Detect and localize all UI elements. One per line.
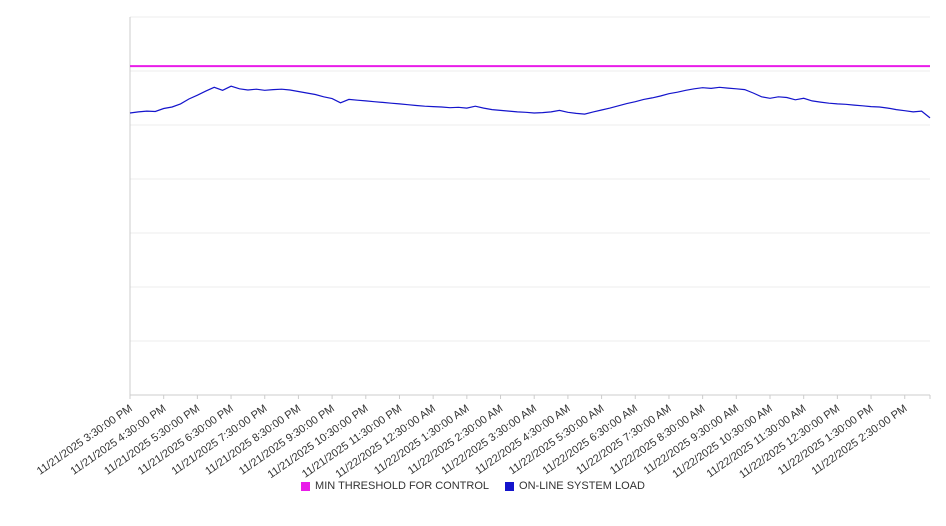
legend-label-system-load: ON-LINE SYSTEM LOAD — [519, 480, 645, 492]
system-load-swatch-icon — [505, 481, 515, 491]
legend-label-min-threshold: MIN THRESHOLD FOR CONTROL — [315, 480, 490, 492]
legend-item-system-load[interactable]: ON-LINE SYSTEM LOAD — [505, 480, 645, 492]
chart-legend: MIN THRESHOLD FOR CONTROL ON-LINE SYSTEM… — [0, 480, 946, 516]
min-threshold-swatch-icon — [301, 481, 311, 491]
legend-item-min-threshold[interactable]: MIN THRESHOLD FOR CONTROL — [301, 480, 489, 492]
